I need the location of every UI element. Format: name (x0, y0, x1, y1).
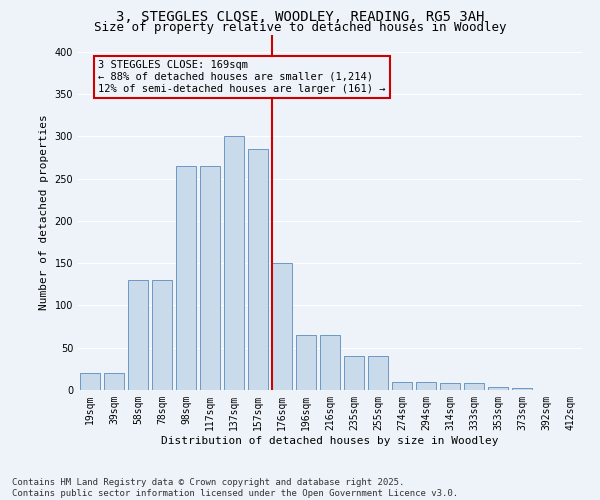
Bar (128, 280, 148, 390)
Bar (224, 136, 244, 390)
Bar (200, 166, 220, 390)
Bar (296, 335, 316, 390)
Text: 3 STEGGLES CLOSE: 169sqm
← 88% of detached houses are smaller (1,214)
12% of sem: 3 STEGGLES CLOSE: 169sqm ← 88% of detach… (98, 60, 386, 94)
X-axis label: Distribution of detached houses by size in Woodley: Distribution of detached houses by size … (161, 436, 499, 446)
Bar (320, 335, 340, 390)
Bar (80, 373, 100, 390)
Bar (392, 382, 412, 390)
Bar (248, 149, 268, 390)
Bar (488, 388, 508, 390)
Text: 3, STEGGLES CLOSE, WOODLEY, READING, RG5 3AH: 3, STEGGLES CLOSE, WOODLEY, READING, RG5… (116, 10, 484, 24)
Bar (152, 280, 172, 390)
Text: Size of property relative to detached houses in Woodley: Size of property relative to detached ho… (94, 22, 506, 35)
Bar (272, 263, 292, 390)
Bar (104, 373, 124, 390)
Bar (176, 166, 196, 390)
Bar (440, 383, 460, 390)
Text: Contains HM Land Registry data © Crown copyright and database right 2025.
Contai: Contains HM Land Registry data © Crown c… (12, 478, 458, 498)
Y-axis label: Number of detached properties: Number of detached properties (39, 114, 49, 310)
Bar (416, 382, 436, 390)
Bar (344, 356, 364, 390)
Bar (464, 383, 484, 390)
Bar (512, 388, 532, 390)
Bar (368, 356, 388, 390)
